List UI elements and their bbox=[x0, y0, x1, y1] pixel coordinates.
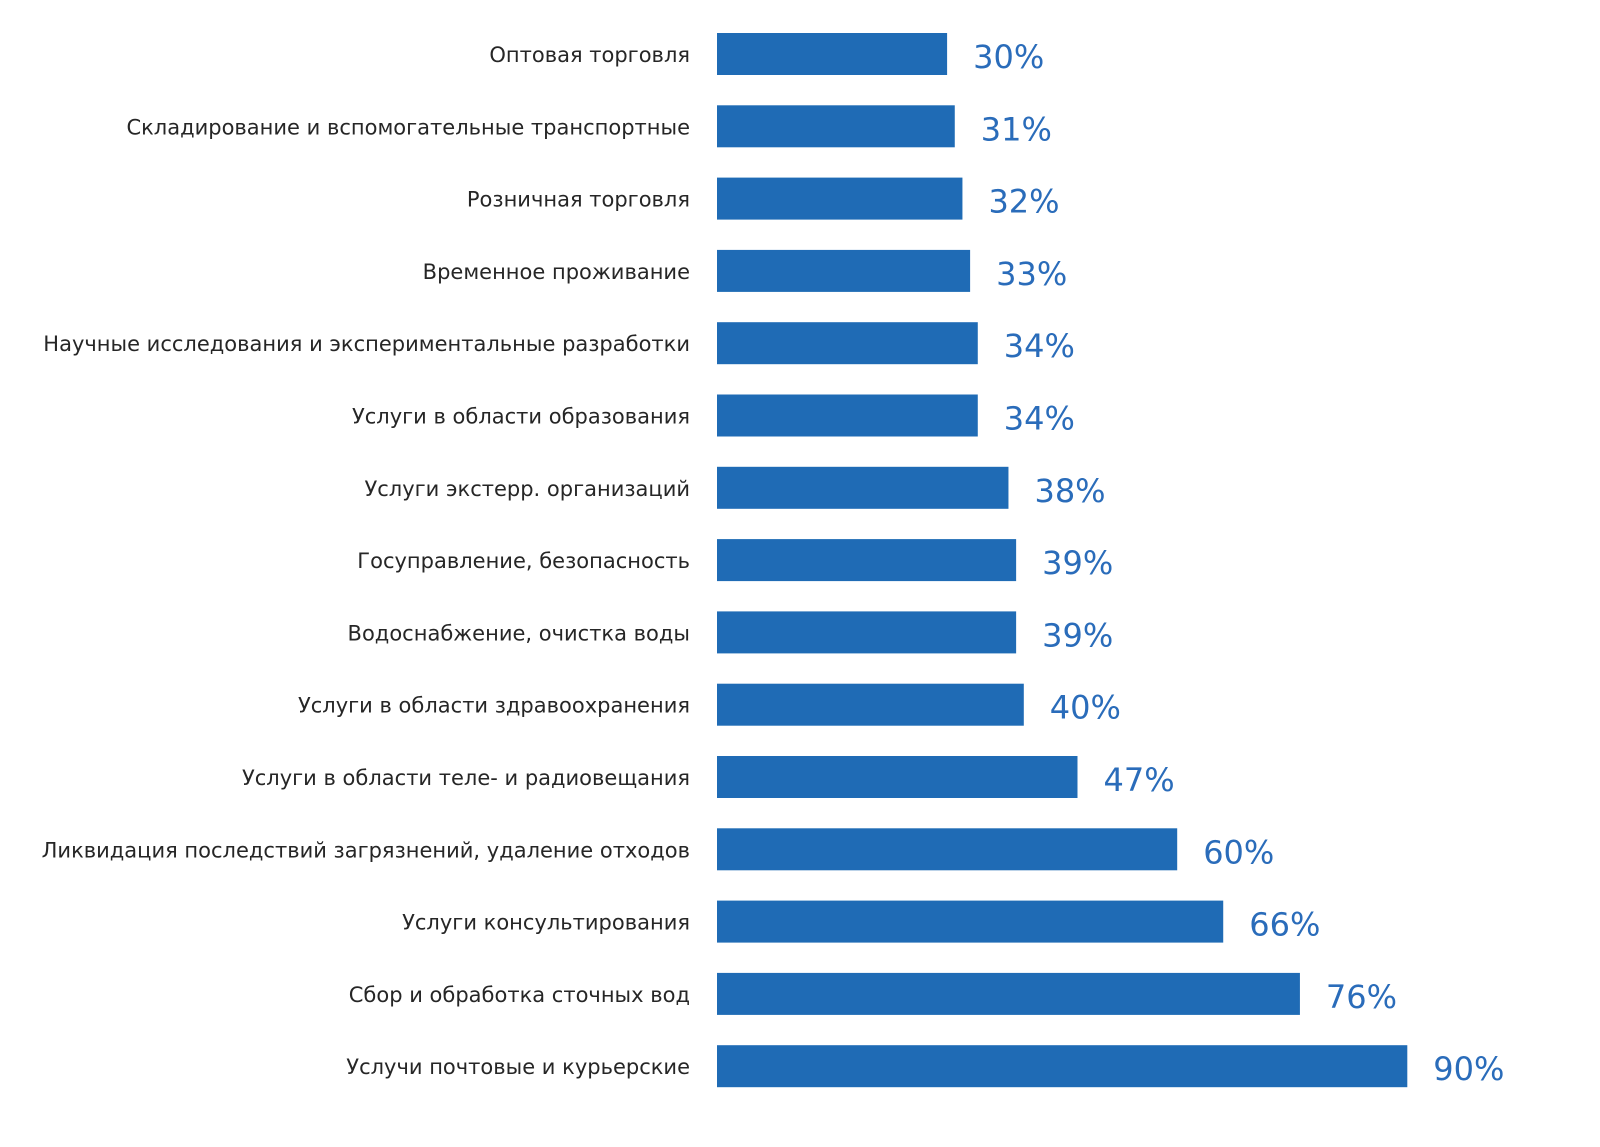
category-label: Научные исследования и экспериментальные… bbox=[43, 332, 690, 356]
bar-row: Сбор и обработка сточных вод 76% bbox=[349, 972, 1397, 1016]
bar bbox=[717, 105, 955, 148]
bar-row: Услучи почтовые и курьерские 90% bbox=[346, 1045, 1504, 1088]
category-label: Временное проживание bbox=[423, 260, 690, 284]
category-label: Услуги в области здравоохранения bbox=[298, 694, 690, 718]
category-label: Водоснабжение, очистка воды bbox=[348, 621, 690, 645]
bar bbox=[717, 322, 978, 365]
bar bbox=[717, 394, 978, 437]
value-label: 39% bbox=[1042, 616, 1113, 654]
bar bbox=[717, 33, 948, 75]
bar bbox=[717, 466, 1009, 509]
bar-row: Складирование и вспомогательные транспор… bbox=[126, 105, 1052, 148]
value-label: 34% bbox=[1004, 327, 1075, 365]
category-label: Услуги в области образования bbox=[352, 405, 690, 429]
bar-row: Ликвидация последствий загрязнений, удал… bbox=[42, 828, 1274, 871]
value-label: 30% bbox=[973, 38, 1044, 76]
value-label: 60% bbox=[1203, 833, 1274, 871]
bar bbox=[717, 828, 1178, 871]
bar-row: Госуправление, безопасность 39% bbox=[357, 539, 1113, 582]
bar bbox=[717, 972, 1300, 1015]
category-label: Складирование и вспомогательные транспор… bbox=[126, 115, 690, 139]
value-label: 33% bbox=[996, 255, 1067, 293]
bar bbox=[717, 539, 1017, 582]
category-label: Госуправление, безопасность bbox=[357, 549, 690, 573]
category-label: Розничная торговля bbox=[467, 188, 690, 212]
bar-row: Водоснабжение, очистка воды 39% bbox=[348, 611, 1113, 654]
bar bbox=[717, 756, 1078, 798]
value-label: 66% bbox=[1249, 906, 1320, 944]
category-label: Услучи почтовые и курьерские bbox=[346, 1055, 690, 1079]
value-label: 76% bbox=[1326, 978, 1397, 1016]
value-label: 38% bbox=[1034, 472, 1105, 510]
bar bbox=[717, 1045, 1408, 1088]
value-label: 34% bbox=[1004, 400, 1075, 438]
bar-row: Розничная торговля 32% bbox=[467, 177, 1060, 221]
bar-row: Временное проживание 33% bbox=[423, 249, 1067, 293]
value-label: 90% bbox=[1433, 1050, 1504, 1088]
value-label: 31% bbox=[981, 110, 1052, 148]
value-label: 40% bbox=[1050, 689, 1121, 727]
category-label: Услуги консультирования bbox=[402, 911, 690, 935]
bar-row: Оптовая торговля 30% bbox=[489, 33, 1044, 76]
bar bbox=[717, 900, 1224, 943]
bar-row: Услуги в области здравоохранения 40% bbox=[298, 683, 1121, 727]
category-label: Оптовая торговля bbox=[489, 43, 690, 67]
bar bbox=[717, 177, 963, 220]
bar-row: Услуги экстерр. организаций 38% bbox=[364, 466, 1106, 510]
bar-row: Услуги в области теле- и радиовещания 47% bbox=[242, 756, 1175, 799]
value-label: 32% bbox=[988, 183, 1059, 221]
bar-row: Научные исследования и экспериментальные… bbox=[43, 322, 1075, 365]
value-label: 39% bbox=[1042, 544, 1113, 582]
bar bbox=[717, 249, 971, 292]
category-label: Сбор и обработка сточных вод bbox=[349, 983, 690, 1007]
category-label: Ликвидация последствий загрязнений, удал… bbox=[42, 838, 690, 862]
bar-row: Услуги консультирования 66% bbox=[402, 900, 1320, 944]
category-label: Услуги в области теле- и радиовещания bbox=[242, 766, 690, 790]
bar bbox=[717, 611, 1017, 654]
bar-row: Услуги в области образования 34% bbox=[352, 394, 1075, 438]
value-label: 47% bbox=[1103, 761, 1174, 799]
category-label: Услуги экстерр. организаций bbox=[364, 477, 690, 501]
bar bbox=[717, 683, 1024, 726]
